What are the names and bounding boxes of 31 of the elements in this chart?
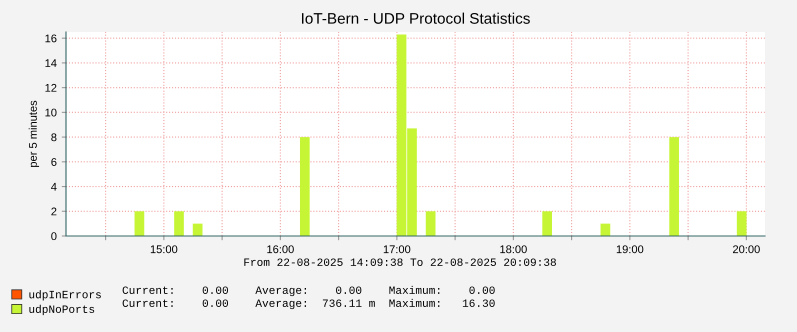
bar [600, 224, 610, 236]
legend-label: udpInErrors [29, 290, 101, 301]
x-tick-label: 15:00 [150, 245, 178, 254]
bar [736, 211, 747, 236]
y-tick-label: 10 [45, 108, 57, 116]
bar [134, 211, 144, 236]
x-tick-label: 19:00 [616, 245, 644, 254]
x-tick-label: 18:00 [500, 245, 527, 254]
legend-label: udpNoPorts [29, 304, 94, 316]
y-tick-label: 8 [51, 133, 56, 142]
chart-title: IoT-Bern - UDP Protocol Statistics [302, 12, 530, 24]
x-tick-label: 17:00 [384, 245, 410, 254]
bar [192, 224, 202, 236]
x-tick-label: 16:00 [267, 245, 294, 254]
x-tick-label: 20:00 [733, 245, 760, 254]
text: From 22-08-2025 14:09:38 To 22-08-2025 20:09:38 [244, 258, 556, 266]
text: Current: 0.00 Average: 736.11 m Maximum: 16.30 [122, 298, 495, 310]
y-tick-label: 16 [45, 34, 56, 42]
text: Current: 0.00 Average: 0.00 Maximum: 0.00 [122, 286, 495, 296]
y-tick-label: 14 [45, 59, 57, 67]
y-tick-label: 12 [45, 84, 56, 92]
y-tick-label: 6 [51, 158, 56, 166]
bar [300, 137, 310, 236]
y-tick-label: 4 [51, 182, 57, 191]
bar [669, 137, 679, 236]
bar [426, 211, 436, 236]
bar [542, 211, 552, 236]
y-axis-title: per 5 minutes [28, 100, 40, 167]
y-tick-label: 0 [51, 232, 57, 240]
bar [174, 211, 184, 236]
y-tick-label: 2 [51, 208, 56, 216]
